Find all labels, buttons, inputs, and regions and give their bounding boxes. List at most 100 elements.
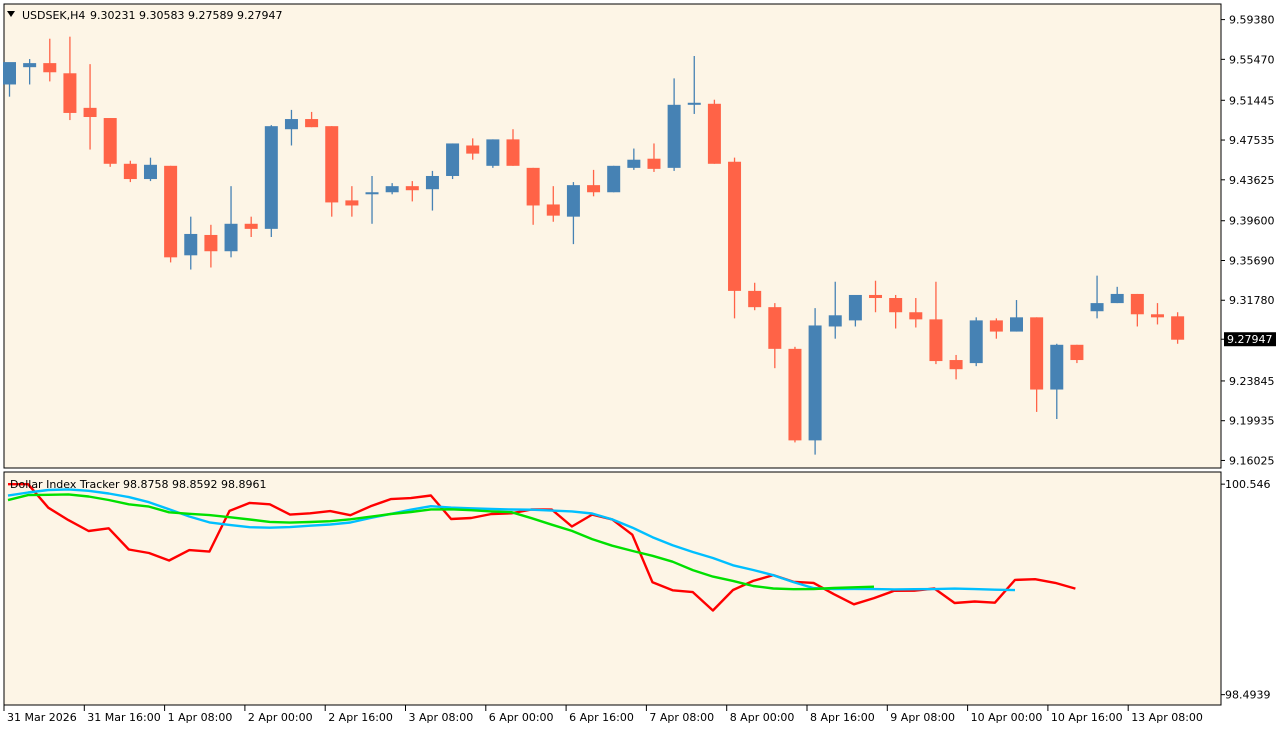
candle-body [224,223,238,252]
candle-body [466,145,480,154]
candle-body [768,307,782,349]
current-price-text: 9.27947 [1227,333,1273,346]
indicator-lines [7,483,1076,612]
time-tick-label: 2 Apr 00:00 [248,711,313,724]
indicator-series-line-2 [7,493,875,591]
candle-body [164,165,178,258]
candle-body [143,164,157,180]
candle-body [1030,317,1044,390]
price-tick-label: 9.35690 [1229,254,1275,267]
candle-body [808,325,822,441]
price-axis: 9.59380 9.55470 9.51445 9.47535 9.43625 9.396… [1221,14,1275,467]
candle-body [1050,344,1064,390]
candle-body [566,185,580,217]
indicator-header: Dollar Index Tracker 98.8758 98.8592 98.… [10,478,267,491]
price-tick-label: 9.51445 [1229,94,1275,107]
indicator-tick-label: 100.546 [1225,478,1271,491]
candle-body [1070,344,1084,361]
candle-body [728,161,742,291]
time-tick-label: 10 Apr 16:00 [1051,711,1123,724]
price-tick-label: 9.55470 [1229,53,1275,66]
candle-body [83,107,97,118]
candle-body [506,139,520,166]
candle-body [667,104,681,168]
time-tick-label: 9 Apr 08:00 [890,711,955,724]
time-tick-label: 6 Apr 16:00 [569,711,634,724]
time-tick-label: 31 Mar 16:00 [87,711,160,724]
candle-body [607,165,621,193]
candle-body [446,143,460,176]
candle-body [748,290,762,308]
candle-body [969,320,983,364]
candle-body [43,63,57,73]
candle-body [1090,303,1104,312]
candle-body [707,103,721,164]
price-tick-label: 9.47535 [1229,134,1275,147]
candle-body [929,319,943,362]
candle-body [405,186,419,191]
time-tick-label: 2 Apr 16:00 [328,711,393,724]
candle-body [647,158,661,169]
price-tick-label: 9.59380 [1229,14,1275,27]
candle-body [627,159,641,168]
candle-body [284,119,298,130]
candle-body [587,185,601,193]
candle-body [244,223,258,229]
candle-body [1130,293,1144,315]
time-tick-label: 6 Apr 00:00 [489,711,554,724]
candle-body [63,73,77,113]
time-tick-label: 7 Apr 08:00 [649,711,714,724]
candle-body [103,118,117,164]
candle-body [23,63,37,68]
candles-group [3,36,1185,455]
indicator-tick-label: 98.4939 [1225,689,1271,702]
triangle-down-icon[interactable] [7,11,15,17]
candle-body [949,360,963,370]
candle-body [1171,316,1185,340]
candle-body [305,119,319,128]
candle-body [526,167,540,206]
candle-body [385,186,399,193]
candle-body [889,298,903,313]
time-tick-label: 10 Apr 00:00 [971,711,1043,724]
price-tick-label: 9.19935 [1229,415,1275,428]
candle-body [184,233,198,256]
indicator-panel[interactable] [3,471,1222,706]
time-tick-label: 3 Apr 08:00 [409,711,474,724]
price-tick-label: 9.43625 [1229,174,1275,187]
candle-body [1010,317,1023,332]
candle-body [687,102,701,105]
time-tick-label: 31 Mar 2026 [7,711,77,724]
ohlc-header: 9.30231 9.30583 9.27589 9.27947 [90,9,282,22]
current-price-label: 9.27947 [1224,332,1276,347]
candle-body [828,315,842,327]
time-tick-label: 1 Apr 08:00 [168,711,233,724]
time-tick-label: 13 Apr 08:00 [1131,711,1203,724]
candle-body [1110,293,1124,304]
candle-body [264,126,278,229]
time-axis: 31 Mar 2026 31 Mar 16:00 1 Apr 08:00 2 Apr … [3,705,1203,724]
price-tick-label: 9.39600 [1229,215,1275,228]
candle-body [325,126,339,203]
time-tick-label: 8 Apr 16:00 [810,711,875,724]
price-tick-label: 9.16025 [1229,454,1275,467]
candle-body [848,294,862,321]
candle-body [204,234,218,252]
time-tick-label: 8 Apr 00:00 [730,711,795,724]
candle-body [909,312,923,320]
candle-body [546,204,560,216]
price-tick-label: 9.31780 [1229,294,1275,307]
candle-body [123,163,137,180]
candle-body [1150,314,1164,318]
candle-body [365,192,379,195]
candle-body [486,139,500,166]
indicator-axis: 100.546 98.4939 [1221,478,1271,702]
candle-body [425,175,439,190]
candle-body [345,200,359,206]
symbol-header: USDSEK,H4 [22,9,85,22]
candle-body [788,348,802,441]
candle-body [989,320,1003,332]
candle-body [3,62,16,85]
